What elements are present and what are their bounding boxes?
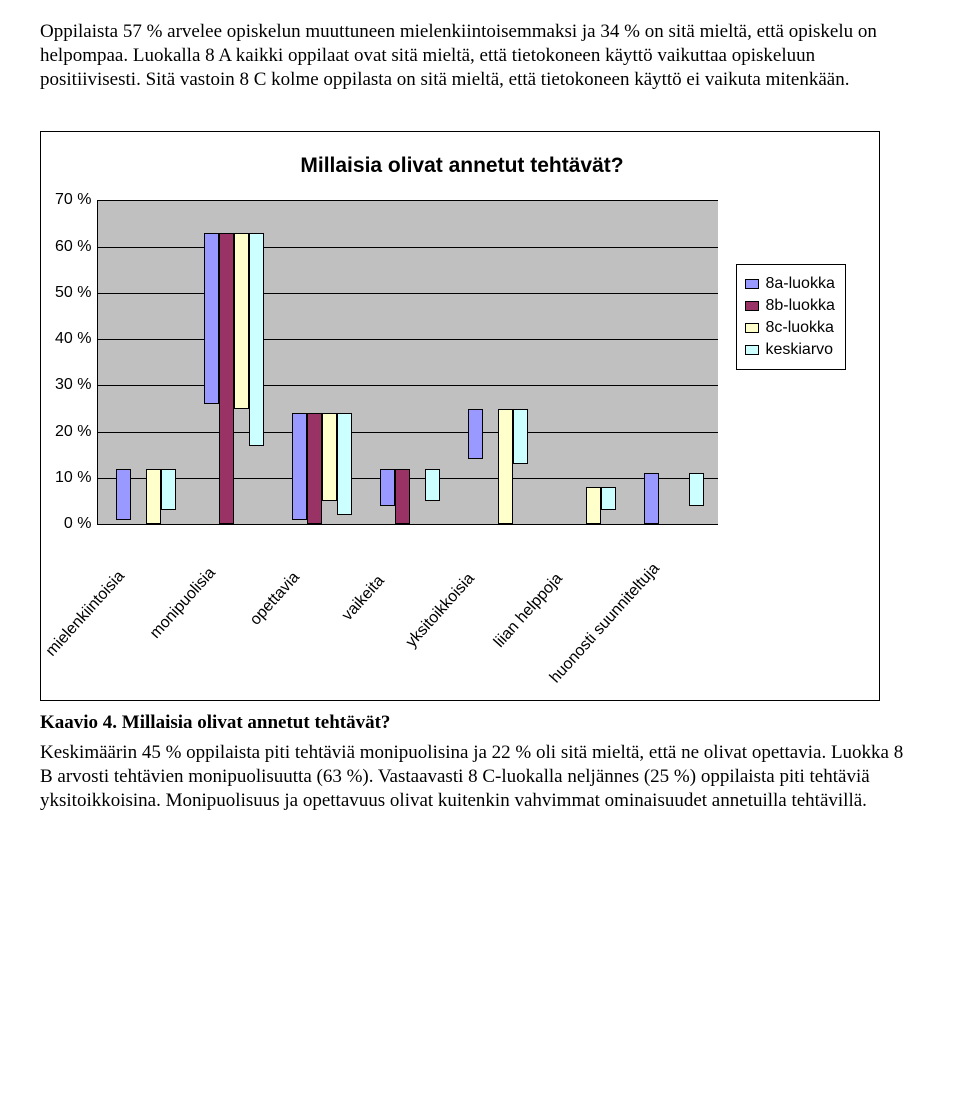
plot-row: 70 %60 %50 %40 %30 %20 %10 %0 % 8a-luokk…	[55, 200, 869, 533]
outro-text: Kaavio 4. Millaisia olivat annetut tehtä…	[40, 711, 920, 812]
bar	[322, 413, 337, 501]
bar	[395, 469, 410, 525]
legend-swatch	[745, 301, 759, 311]
legend-swatch	[745, 323, 759, 333]
bar-group	[116, 469, 176, 525]
bar	[513, 409, 528, 465]
bar	[601, 487, 616, 510]
legend-item: 8b-luokka	[745, 297, 834, 315]
bar	[249, 233, 264, 446]
legend-swatch	[745, 345, 759, 355]
y-tick: 70 %	[55, 191, 91, 209]
bar	[161, 469, 176, 511]
legend-label: 8b-luokka	[765, 297, 834, 315]
grid-line	[98, 385, 718, 386]
grid-line	[98, 247, 718, 248]
chart-container: Millaisia olivat annetut tehtävät? 70 % 6…	[40, 131, 880, 701]
chart-title: Millaisia olivat annetut tehtävät?	[55, 154, 869, 178]
bar	[146, 469, 161, 525]
y-tick: 10 %	[55, 469, 91, 487]
bar	[380, 469, 395, 506]
grid-line	[98, 432, 718, 433]
y-tick: 60 %	[55, 238, 91, 256]
x-tick-label: mielenkiintoisia	[43, 568, 129, 661]
y-tick: 30 %	[55, 376, 91, 394]
x-tick-label: monipuolisia	[147, 565, 220, 643]
legend-item: 8c-luokka	[745, 319, 834, 337]
intro-paragraph: Oppilaista 57 % arvelee opiskelun muuttu…	[40, 20, 920, 91]
legend-label: 8a-luokka	[765, 275, 834, 293]
legend-label: keskiarvo	[765, 341, 833, 359]
bar	[116, 469, 131, 520]
x-tick-label: vaikeita	[339, 573, 389, 625]
bar	[586, 487, 601, 524]
y-axis: 70 % 60 % 50 % 40 % 30 % 20 % 10 % 0 %	[55, 191, 97, 533]
bar-group	[468, 409, 528, 525]
x-tick-label: liian helppoja	[491, 570, 567, 651]
x-axis-labels: mielenkiintoisiamonipuolisiaopettaviavai…	[103, 533, 723, 673]
bar-group	[380, 469, 440, 525]
bar	[498, 409, 513, 525]
bar	[337, 413, 352, 515]
grid-line	[98, 293, 718, 294]
y-tick: 40 %	[55, 330, 91, 348]
outro-paragraph: Keskimäärin 45 % oppilaista piti tehtävi…	[40, 741, 920, 812]
y-tick: 20 %	[55, 423, 91, 441]
bar	[204, 233, 219, 404]
y-tick: 0 %	[64, 515, 92, 533]
plot-area	[97, 200, 718, 525]
bar	[689, 473, 704, 505]
caption-bold: Kaavio 4. Millaisia olivat annetut tehtä…	[40, 712, 390, 733]
bar-group	[556, 487, 616, 524]
legend-swatch	[745, 279, 759, 289]
grid-line	[98, 339, 718, 340]
bar	[425, 469, 440, 501]
caption-line: Kaavio 4. Millaisia olivat annetut tehtä…	[40, 711, 920, 735]
intro-text: Oppilaista 57 % arvelee opiskelun muuttu…	[40, 20, 920, 91]
bar-group	[292, 413, 352, 524]
bar	[644, 473, 659, 524]
legend-item: 8a-luokka	[745, 275, 834, 293]
bar	[468, 409, 483, 460]
bar-group	[644, 473, 704, 524]
bar	[234, 233, 249, 409]
bar	[307, 413, 322, 524]
x-tick-label: yksitoikkoisia	[403, 570, 479, 651]
y-tick: 50 %	[55, 284, 91, 302]
bar	[219, 233, 234, 525]
legend-label: 8c-luokka	[765, 319, 833, 337]
legend: 8a-luokka 8b-luokka 8c-luokka keskiarvo	[736, 264, 845, 370]
x-tick-label: opettavia	[247, 569, 304, 629]
bar	[292, 413, 307, 519]
grid-line	[98, 200, 718, 201]
bar-group	[204, 233, 264, 525]
plot-wrap: 70 %60 %50 %40 %30 %20 %10 %0 %	[55, 200, 718, 533]
legend-item: keskiarvo	[745, 341, 834, 359]
